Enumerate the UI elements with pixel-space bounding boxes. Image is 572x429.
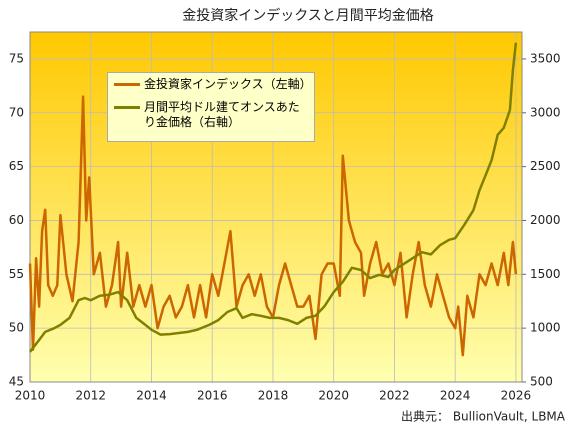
y-tick-label: 75 — [9, 51, 24, 65]
y-tick-label: 55 — [9, 267, 24, 281]
series-line — [29, 42, 518, 353]
source: 出典元： BullionVault, LBMA — [401, 410, 566, 424]
legend-label: 月間平均ドル建てオンスあたり金価格（右軸） — [144, 100, 300, 129]
y2-tick-label: 1000 — [530, 321, 561, 335]
y-tick-label: 65 — [9, 159, 24, 173]
y-tick-label: 50 — [9, 321, 24, 335]
series-line — [28, 95, 518, 357]
y2-tick-label: 500 — [530, 375, 553, 389]
x-tick-label: 2022 — [379, 389, 410, 403]
legend: 金投資家インデックス（左軸） 月間平均ドル建てオンスあたり金価格（右軸） — [107, 72, 315, 142]
plot-border — [29, 31, 523, 383]
x-tick-label: 2014 — [136, 389, 167, 403]
x-tick-label: 2026 — [501, 389, 532, 403]
y-tick-label: 70 — [9, 105, 24, 119]
legend-item: 金投資家インデックス（左軸） — [112, 77, 312, 92]
y-tick-label: 60 — [9, 213, 24, 227]
y2-tick-label: 1500 — [530, 267, 561, 281]
y2-tick-label: 3500 — [530, 51, 561, 65]
legend-item: 月間平均ドル建てオンスあたり金価格（右軸） — [112, 100, 310, 130]
y2-tick-label: 2000 — [530, 213, 561, 227]
x-tick-label: 2012 — [75, 389, 106, 403]
x-tick-label: 2010 — [15, 389, 46, 403]
x-tick-label: 2020 — [318, 389, 349, 403]
legend-swatch — [114, 83, 140, 86]
x-tick-label: 2018 — [258, 389, 289, 403]
y2-tick-label: 2500 — [530, 159, 561, 173]
y-tick-label: 45 — [9, 375, 24, 389]
legend-swatch — [114, 106, 140, 109]
chart-title: 金投資家インデックスと月間平均金価格 — [182, 7, 434, 24]
x-tick-label: 2016 — [197, 389, 228, 403]
legend-label: 金投資家インデックス（左軸） — [144, 77, 312, 91]
x-tick-label: 2024 — [440, 389, 471, 403]
y2-tick-label: 3000 — [530, 105, 561, 119]
